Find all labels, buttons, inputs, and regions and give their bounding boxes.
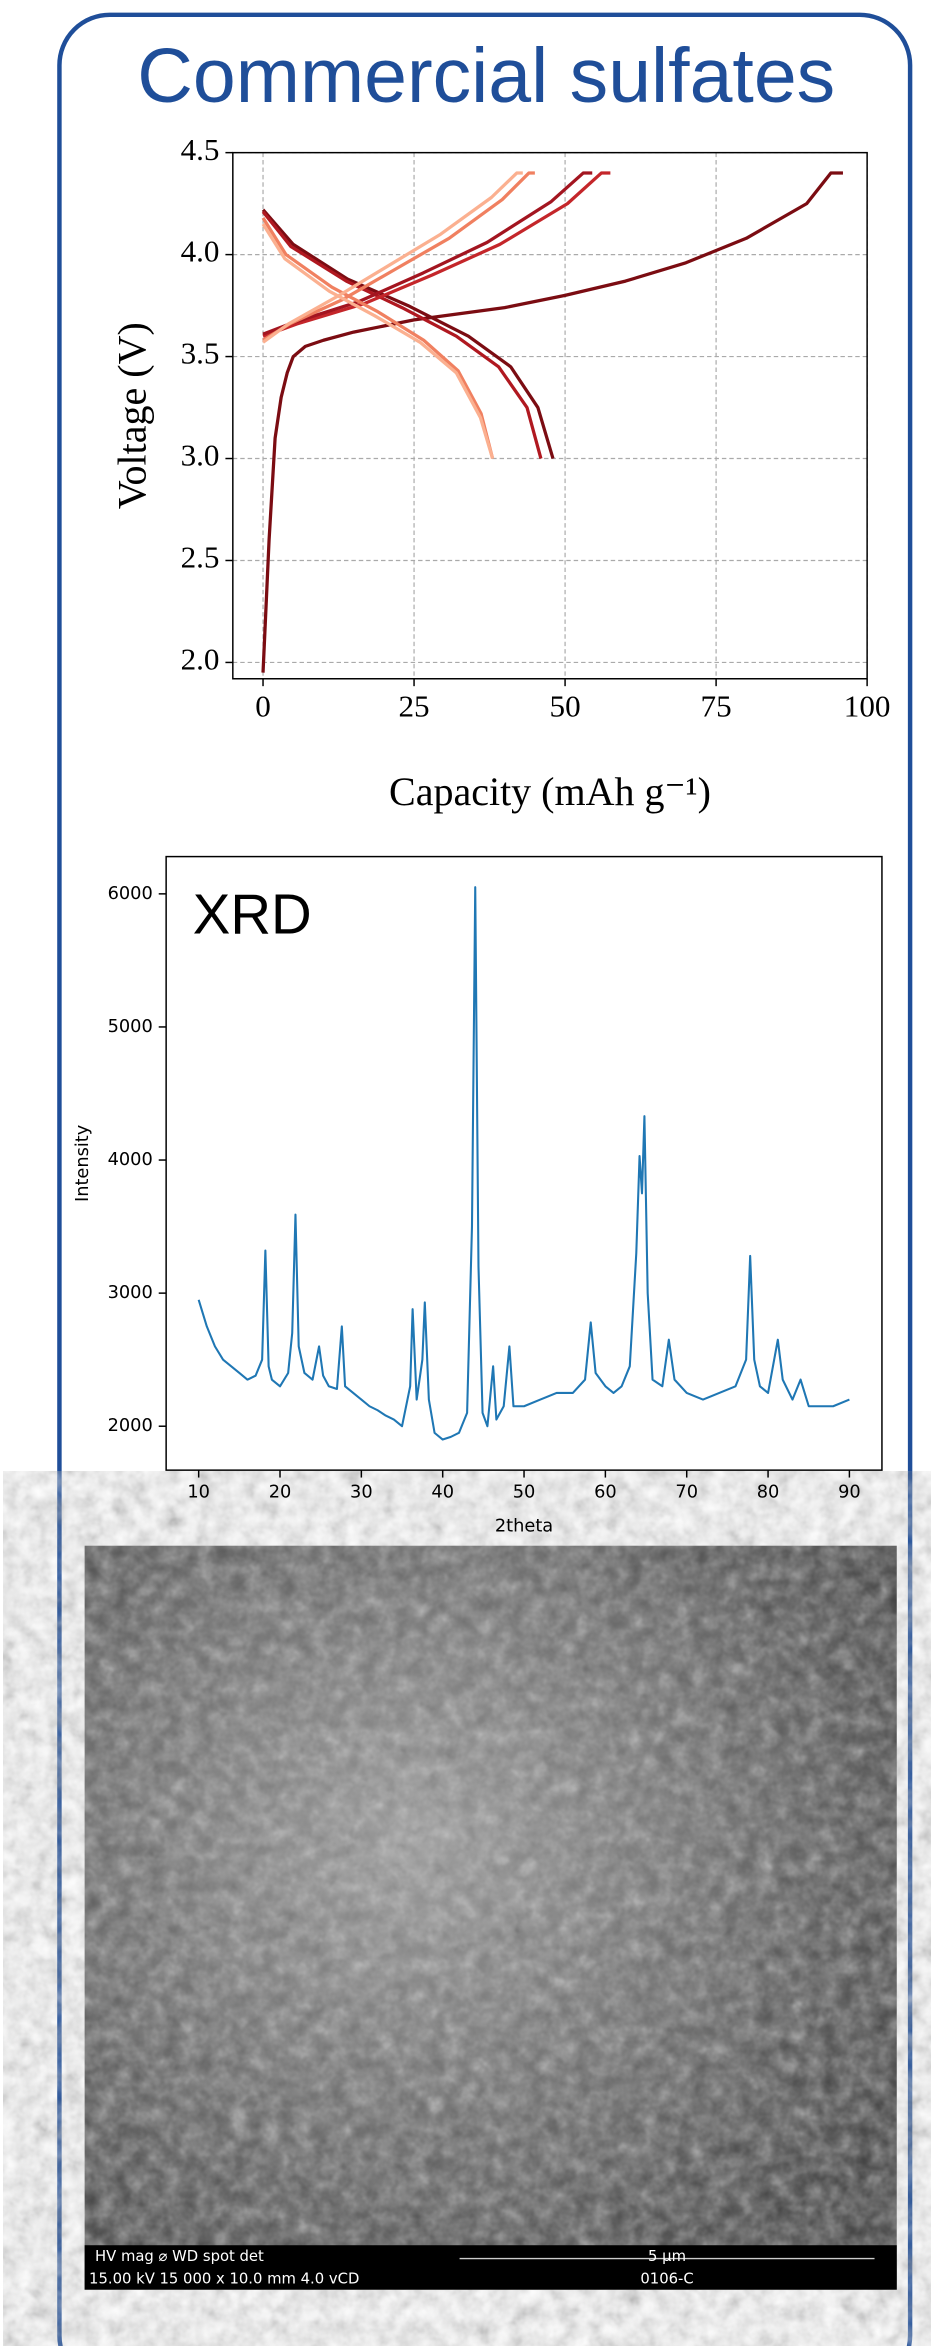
x-axis-label: Capacity (mAh g⁻¹) <box>389 769 711 814</box>
y-axis-label: Intensity <box>72 1125 93 1202</box>
x-tick-label: 25 <box>398 688 429 723</box>
chart: 10 20 30 40 50 60 70 80 90 2000 3000 4000 5000 6000 2t… <box>72 855 883 1536</box>
y-tick-label: 3.0 <box>181 438 220 473</box>
data-line <box>261 210 543 459</box>
plot-frame <box>232 151 868 680</box>
plot-frame <box>165 855 883 1471</box>
data-line <box>197 886 850 1441</box>
annotation: XRD <box>193 883 312 946</box>
x-tick-label: 100 <box>844 688 891 723</box>
chart: 0 25 50 75 100 2.0 2.5 3.0 3.5 4.0 4.5 Capacity (mA… <box>110 132 891 814</box>
y-tick-label: 3000 <box>108 1282 153 1303</box>
data-line <box>262 171 611 338</box>
x-tick-label: 50 <box>550 688 581 723</box>
panel-title: Commercial sulfates <box>137 33 835 119</box>
plot-area <box>166 856 882 1471</box>
y-tick-label: 5000 <box>108 1016 153 1037</box>
panel-border <box>57 12 913 2346</box>
sem-info-bar <box>84 2245 897 2290</box>
x-tick-label: 20 <box>269 1482 292 1503</box>
x-tick-label: 40 <box>431 1482 454 1503</box>
y-tick-label: 3.5 <box>181 336 220 371</box>
x-tick-label: 80 <box>757 1482 780 1503</box>
y-tick-label: 4.5 <box>181 132 220 167</box>
y-tick-label: 2.0 <box>181 642 220 677</box>
sem-texture <box>84 1545 897 2290</box>
sem-scale: 5 µm <box>648 2248 686 2265</box>
data-line <box>261 171 843 673</box>
sem-image: HV mag ⌀ WD spot det 15.00 kV 15 000 x 1… <box>84 1545 897 2290</box>
y-axis-label: Voltage (V) <box>110 322 155 509</box>
y-tick-label: 6000 <box>108 883 153 904</box>
y-tick-label: 4000 <box>108 1149 153 1170</box>
x-tick-label: 60 <box>594 1482 617 1503</box>
sem-header: HV mag ⌀ WD spot det <box>95 2248 264 2265</box>
data-line <box>262 171 523 344</box>
x-tick-label: 50 <box>513 1482 536 1503</box>
data-line <box>262 171 593 336</box>
plot-area <box>232 152 868 679</box>
x-axis-label: 2theta <box>495 1515 553 1536</box>
data-line <box>261 223 495 459</box>
x-tick-label: 0 <box>255 688 271 723</box>
y-tick-label: 4.0 <box>181 234 220 269</box>
x-tick-label: 90 <box>838 1482 861 1503</box>
y-tick-label: 2000 <box>108 1415 153 1436</box>
data-line <box>261 217 495 459</box>
x-tick-label: 75 <box>701 688 732 723</box>
x-tick-label: 30 <box>350 1482 373 1503</box>
sem-sample: 0106-C <box>640 2270 693 2287</box>
y-tick-label: 2.5 <box>181 540 220 575</box>
x-tick-label: 10 <box>187 1482 210 1503</box>
x-tick-label: 70 <box>675 1482 698 1503</box>
sem-settings: 15.00 kV 15 000 x 10.0 mm 4.0 vCD <box>89 2270 359 2287</box>
data-line <box>261 208 555 459</box>
